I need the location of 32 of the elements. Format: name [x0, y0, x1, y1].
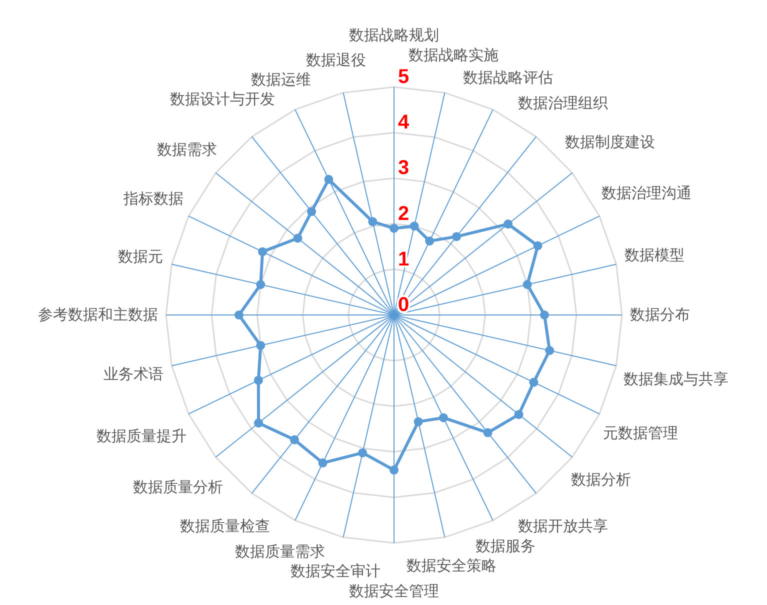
spoke-label: 数据质量需求	[234, 544, 325, 561]
y-tick-label: 4	[398, 112, 410, 134]
spoke-label: 数据分布	[630, 306, 690, 324]
spoke-label: 数据需求	[157, 141, 218, 158]
spoke-label: 数据元	[118, 248, 164, 266]
spoke-label: 数据开放共享	[518, 518, 608, 536]
spoke-label: 参考数据和主数据	[38, 306, 158, 324]
spoke-label: 数据安全审计	[290, 563, 380, 580]
spoke-label: 数据安全策略	[406, 557, 496, 574]
spoke-label: 数据设计与开发	[170, 91, 275, 108]
y-tick-label: 3	[398, 157, 410, 180]
spoke-label: 数据质量分析	[132, 478, 223, 496]
spoke-label: 数据服务	[475, 538, 536, 555]
spoke-label: 数据运维	[250, 72, 311, 89]
y-tick-label: 5	[398, 66, 410, 88]
y-tick-label: 2	[398, 202, 410, 225]
spoke-label: 数据质量提升	[96, 428, 187, 446]
spoke-label: 数据质量检查	[180, 518, 270, 536]
spoke-label: 数据退役	[306, 52, 366, 70]
spoke-label: 数据集成与共享	[623, 370, 728, 388]
spoke-label: 数据分析	[570, 472, 631, 489]
spoke-label: 数据战略评估	[463, 69, 554, 86]
spoke-label: 业务术语	[104, 366, 164, 383]
spoke-label: 数据战略实施	[408, 46, 498, 64]
spoke-label: 数据安全管理	[349, 583, 439, 600]
spoke-label: 指标数据	[122, 190, 184, 208]
spoke-label: 数据模型	[624, 247, 684, 264]
spoke-label: 数据治理组织	[518, 94, 608, 112]
spoke-label: 数据战略规划	[349, 27, 439, 44]
spoke-label: 数据治理沟通	[601, 184, 692, 202]
spoke-label: 数据制度建设	[565, 134, 656, 152]
spoke-label: 元数据管理	[602, 425, 678, 442]
